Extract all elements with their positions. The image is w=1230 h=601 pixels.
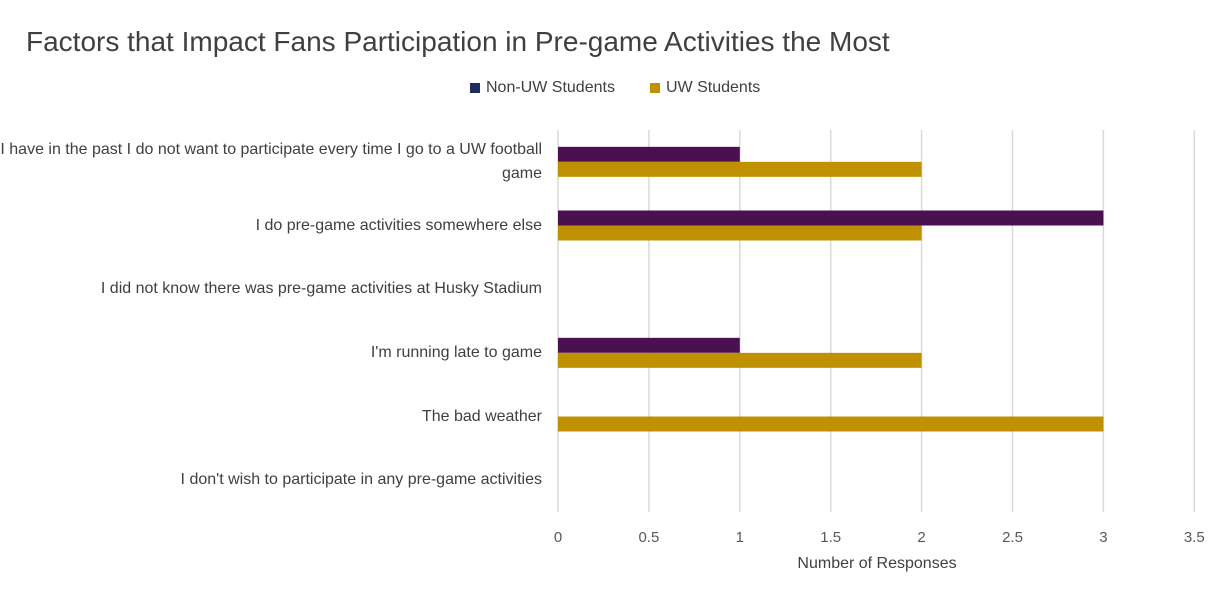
- bar-uw: [558, 416, 1104, 432]
- bar-uw: [558, 225, 922, 241]
- bar-non-uw: [558, 337, 740, 353]
- bar-uw: [558, 352, 922, 368]
- legend-label-non-uw: Non-UW Students: [486, 79, 615, 96]
- x-tick-label: 1.5: [820, 529, 841, 546]
- category-label: I'm running late to game: [370, 343, 542, 361]
- legend-label-uw: UW Students: [666, 79, 761, 96]
- legend: Non-UW Students UW Students: [0, 79, 1230, 101]
- x-tick-label: 0.5: [638, 529, 659, 546]
- bar-non-uw: [558, 146, 740, 162]
- x-tick-label: 2.5: [1002, 529, 1023, 546]
- x-tick-label: 2: [917, 529, 925, 546]
- category-label: I do pre-game activities somewhere else: [255, 216, 542, 234]
- x-tick-label: 1: [736, 529, 744, 546]
- chart-title: Factors that Impact Fans Participation i…: [26, 26, 890, 57]
- legend-swatch-uw: [650, 83, 660, 93]
- x-tick-label: 3.5: [1184, 529, 1205, 546]
- x-axis-title: Number of Responses: [797, 555, 957, 572]
- bar-uw: [558, 161, 922, 177]
- category-label: I have in the past I do not want to part…: [0, 140, 542, 182]
- legend-item-uw: UW Students: [650, 79, 760, 97]
- legend-item-non-uw: Non-UW Students: [470, 79, 615, 97]
- x-tick-label: 0: [554, 529, 562, 546]
- legend-swatch-non-uw: [470, 83, 480, 93]
- category-label: I did not know there was pre-game activi…: [100, 280, 542, 298]
- bar-non-uw: [558, 210, 1104, 226]
- x-tick-label: 3: [1099, 529, 1107, 546]
- category-label: I don't wish to participate in any pre-g…: [180, 471, 542, 489]
- category-label: The bad weather: [421, 407, 542, 425]
